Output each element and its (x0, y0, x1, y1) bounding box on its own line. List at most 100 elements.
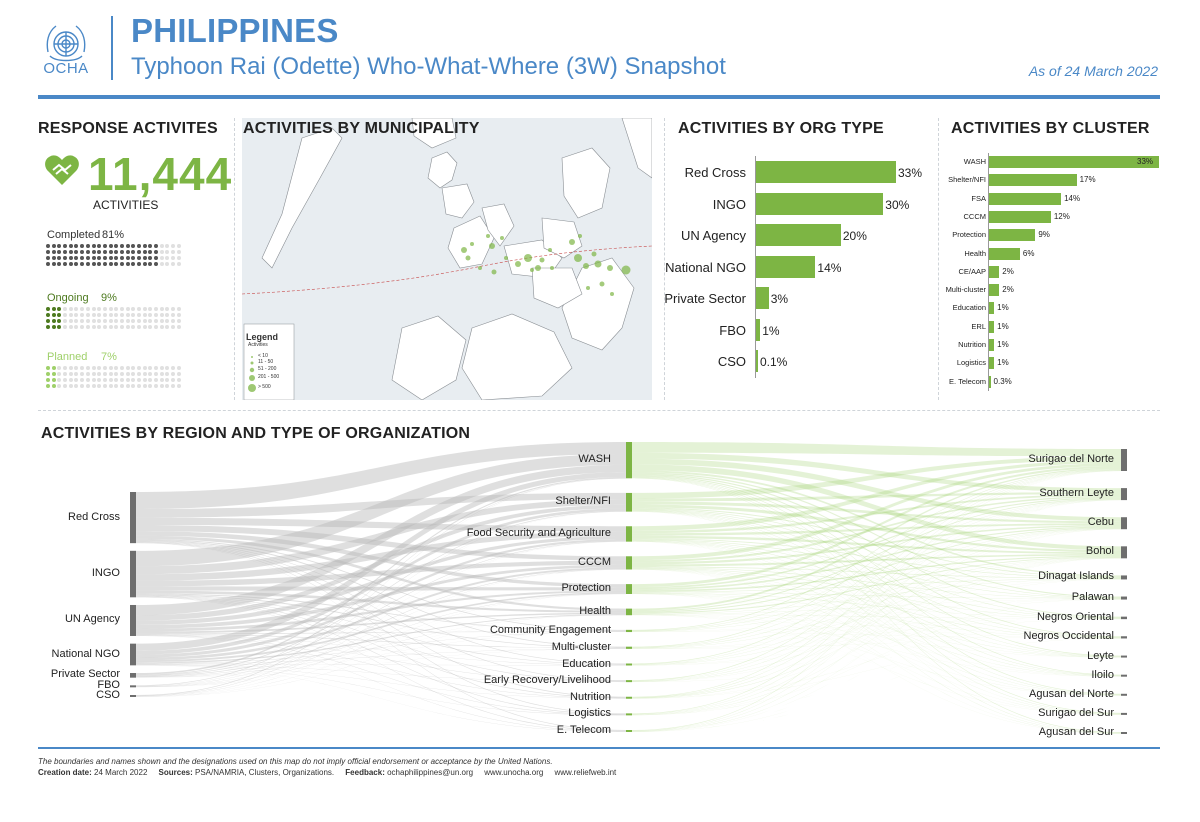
status-dot (68, 384, 73, 389)
cluster-bar (989, 375, 991, 388)
sankey-flow (632, 619, 1121, 666)
sankey-flow (136, 531, 626, 588)
org-type-bar (756, 192, 884, 215)
municipality-map[interactable] (242, 118, 652, 400)
status-dot (119, 325, 124, 330)
cluster-pct: 12% (1053, 211, 1070, 221)
sankey-flow (632, 470, 1121, 714)
status-dot (63, 325, 68, 330)
sankey-region-label: Surigao del Norte (1028, 453, 1114, 465)
sankey-flow (632, 472, 1121, 598)
status-dot (80, 307, 85, 311)
sankey-flow (632, 615, 1121, 696)
unocha-link[interactable]: www.unocha.org (484, 768, 544, 777)
total-activities-caption: ACTIVITIES (93, 198, 159, 212)
status-dot (63, 372, 68, 377)
status-dot (91, 262, 96, 267)
sankey-flow (136, 664, 626, 683)
status-dot (142, 366, 147, 370)
status-dot (159, 378, 164, 383)
reliefweb-link[interactable]: www.reliefweb.int (554, 768, 617, 777)
sankey-flow (136, 541, 626, 681)
sankey-flow (136, 612, 626, 634)
status-dot (114, 319, 119, 324)
sankey-flow (632, 619, 1121, 699)
status-dot (91, 372, 96, 377)
status-dot (176, 313, 181, 318)
status-dot (165, 256, 170, 261)
sankey-org-label: UN Agency (64, 613, 120, 626)
sankey-node (1121, 616, 1127, 620)
sankey-flow (632, 535, 1121, 555)
sankey-flow (136, 511, 626, 676)
org-type-title: ACTIVITIES BY ORG TYPE (678, 120, 884, 137)
sankey-flow (632, 474, 1121, 637)
status-dot (108, 384, 113, 389)
status-dot (57, 384, 62, 389)
sankey-flow (632, 615, 1121, 715)
sankey-flow (632, 619, 1121, 716)
status-dot (57, 366, 62, 370)
sankey-node (1121, 712, 1127, 715)
status-dot (154, 262, 159, 267)
status-dot (68, 366, 73, 370)
status-dot (165, 325, 170, 330)
sankey-region-label: Negros Occidental (1023, 630, 1115, 643)
sankey-flow (632, 566, 1121, 579)
status-dot (171, 366, 176, 370)
sankey-region-label: Palawan (1071, 591, 1114, 604)
status-dot (108, 319, 113, 324)
status-dot (85, 372, 90, 377)
sankey-flow (136, 593, 626, 677)
cluster-pct: 9% (1038, 230, 1050, 240)
sankey-flow (136, 542, 626, 731)
sankey-flow (136, 586, 626, 591)
sankey-flow (136, 634, 626, 682)
status-dot (176, 256, 181, 261)
status-dot (142, 319, 147, 324)
status-dot (125, 366, 130, 370)
sankey-flow (632, 500, 1121, 731)
cluster-pct: 1% (997, 358, 1009, 368)
status-dot (142, 372, 147, 377)
status-dot (102, 366, 107, 370)
sankey-flow (632, 599, 1121, 732)
sankey-flow (136, 595, 626, 682)
sankey-flow (136, 541, 626, 687)
status-dot (80, 319, 85, 324)
status-dot (46, 319, 50, 324)
section-divider (938, 118, 939, 400)
cluster-label: ERL (971, 321, 986, 331)
sankey-flow (632, 494, 1121, 534)
sankey-flow (632, 619, 1121, 682)
sankey-flow (136, 569, 626, 687)
sankey-flow (632, 539, 1121, 599)
sankey-flow (136, 564, 626, 629)
status-dot (125, 307, 130, 311)
feedback-email[interactable]: ochaphilippines@un.org (387, 768, 474, 777)
status-dot (97, 378, 102, 383)
sankey-node (130, 550, 136, 598)
status-dot (80, 256, 85, 261)
status-dot (131, 313, 136, 318)
cluster-pct: 33% (1137, 157, 1154, 166)
map-title: ACTIVITIES BY MUNICIPALITY (243, 120, 480, 137)
status-dot (102, 384, 107, 389)
status-dot (102, 378, 107, 383)
sankey-flow (136, 539, 626, 658)
cluster-label: CE/AAP (958, 266, 986, 276)
cluster-bar (989, 174, 1077, 187)
sankey-flow (632, 528, 1121, 698)
sankey-flow (632, 557, 1121, 632)
status-dot (46, 366, 50, 370)
page-subtitle: Typhoon Rai (Odette) Who-What-Where (3W)… (131, 53, 726, 80)
status-dot (142, 256, 147, 261)
sankey-node (1121, 655, 1127, 658)
cluster-bar (989, 339, 995, 351)
status-dot (91, 307, 96, 311)
sankey-node (626, 556, 632, 570)
status-dot (68, 250, 73, 255)
status-dot (74, 307, 79, 311)
sankey-flow (136, 541, 626, 677)
